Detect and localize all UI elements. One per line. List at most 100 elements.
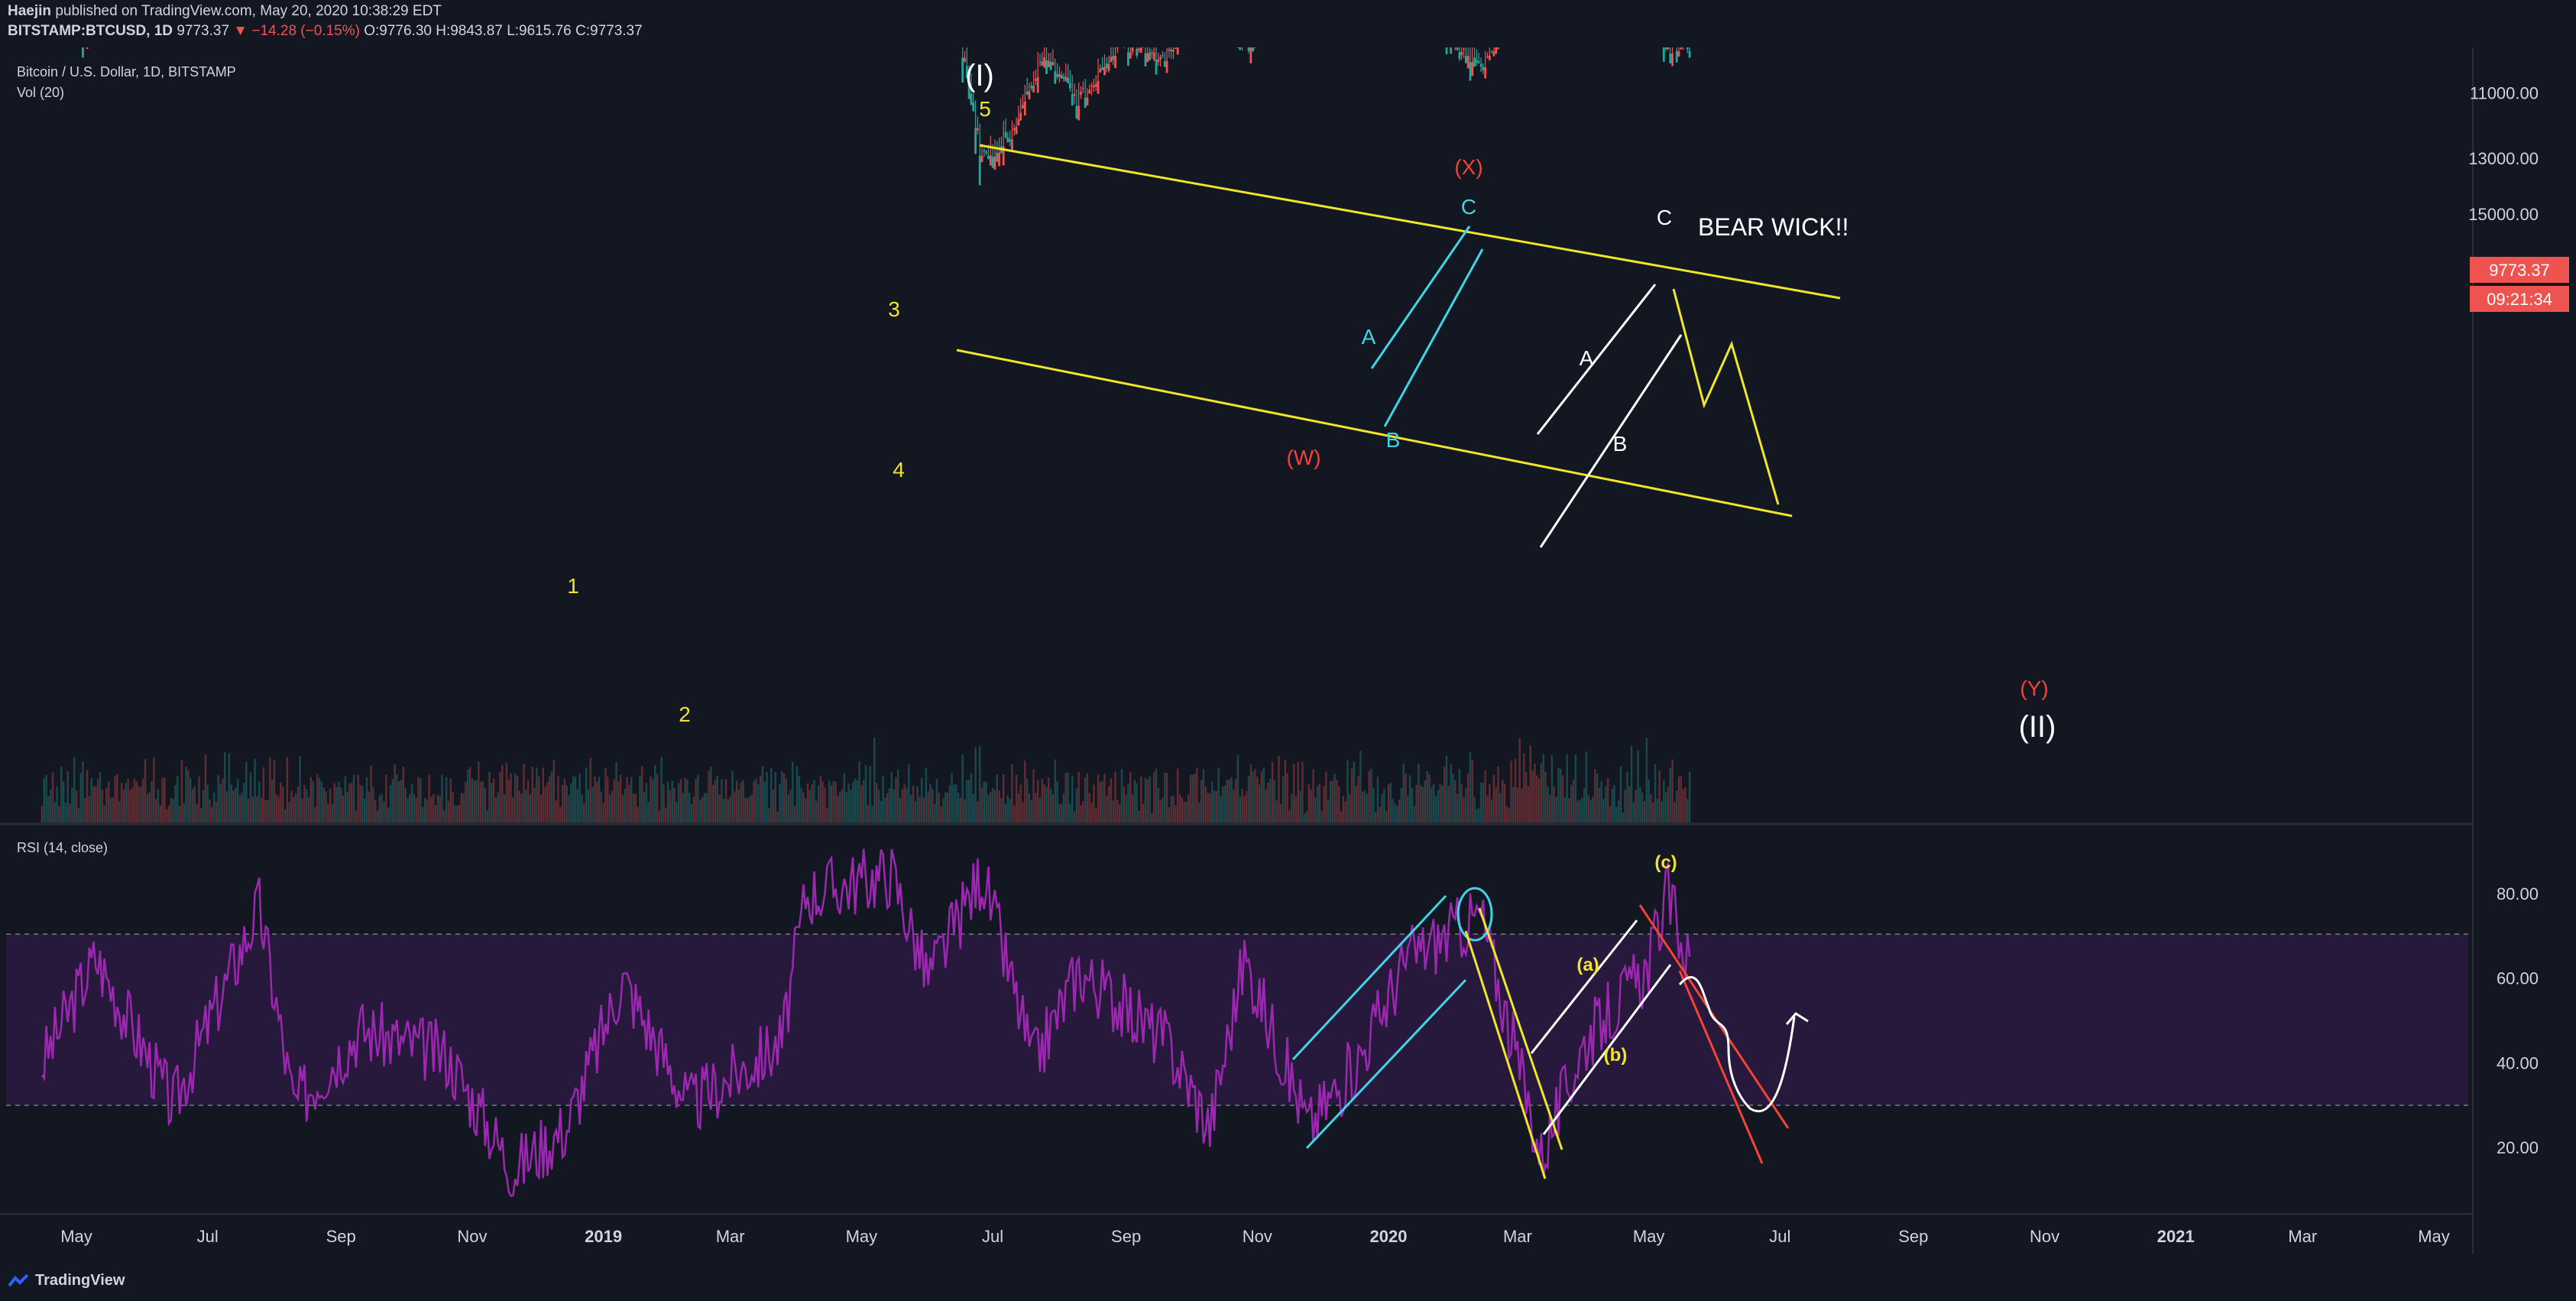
volume-bar	[73, 757, 76, 822]
candle-body	[989, 155, 992, 166]
volume-bar	[1249, 764, 1252, 822]
volume-bar	[1127, 784, 1129, 822]
volume-bar	[206, 784, 209, 822]
price-candles[interactable]	[41, 0, 1691, 186]
label-wave-X: (X)	[1454, 155, 1482, 179]
volume-bar	[449, 778, 452, 822]
candle-body	[1458, 51, 1461, 59]
volume-bar	[703, 793, 706, 822]
candle-body	[1224, 18, 1226, 20]
author-name[interactable]: Haejin	[8, 3, 52, 19]
candle-body	[84, 41, 86, 43]
volume-bar	[1656, 799, 1659, 822]
volume-bar	[1282, 776, 1285, 822]
volume-bar	[1060, 803, 1063, 822]
volume-bar	[676, 802, 678, 822]
rsi-label-a: (a)	[1576, 955, 1599, 975]
volume-bar	[471, 778, 474, 822]
wave-labels[interactable]: (I) 5 1 2 3 4 (X) C A B (W) C A B (Y) (I…	[567, 59, 2056, 1066]
volume-bar	[307, 796, 310, 822]
volume-bar	[389, 785, 392, 822]
volume-bar	[552, 760, 556, 822]
volume-bar	[82, 761, 84, 822]
volume-bar	[290, 790, 293, 822]
volume-bar	[209, 799, 211, 822]
svg-text:9773.37: 9773.37	[2489, 261, 2550, 280]
volume-bar	[230, 784, 232, 822]
volume-bar	[1576, 800, 1579, 822]
volume-bar	[1188, 793, 1190, 822]
volume-bar	[1476, 809, 1478, 822]
volume-bar	[1648, 779, 1650, 822]
volume-bar	[157, 788, 160, 822]
volume-bar	[428, 774, 430, 822]
candle-body	[1433, 11, 1435, 14]
label-wave-W: (W)	[1286, 446, 1320, 469]
candle-body	[82, 47, 84, 58]
candle-body	[1484, 67, 1487, 79]
volume-bar	[909, 795, 912, 822]
rsi-legend[interactable]: RSI (14, close)	[17, 840, 108, 855]
volume-bar	[1082, 801, 1084, 822]
wave-drawings[interactable]	[956, 144, 1841, 548]
candle-body	[1515, 8, 1517, 31]
last-price-tag[interactable]: 9773.37	[2470, 257, 2569, 283]
rsi-tick-label: 80.00	[2497, 884, 2539, 904]
volume-bar	[615, 762, 617, 822]
volume-bar	[699, 800, 702, 822]
volume-bar	[761, 766, 764, 822]
volume-bar	[626, 777, 628, 822]
volume-bar	[830, 785, 833, 822]
chart-title[interactable]: Bitcoin / U.S. Dollar, 1D, BITSTAMP	[17, 64, 236, 79]
volume-bar	[1320, 811, 1323, 822]
volume-bar	[1454, 780, 1456, 822]
volume-bar	[1262, 767, 1265, 822]
volume-bar	[1271, 761, 1274, 822]
candle-body	[1674, 41, 1676, 42]
candle-body	[77, 18, 79, 20]
volume-bar	[1075, 787, 1078, 822]
volume-bar	[159, 805, 161, 822]
volume-bar	[1374, 812, 1377, 822]
volume-bar	[959, 797, 962, 822]
candle-body	[1022, 105, 1024, 109]
volume-bar	[1349, 793, 1351, 822]
volume-bar	[737, 789, 740, 822]
candle-body	[1671, 54, 1674, 67]
volume-bar	[957, 793, 960, 822]
candle-body	[1183, 35, 1185, 41]
volume-bar	[125, 783, 127, 822]
volume-bar	[925, 767, 928, 822]
rsi-axis[interactable]: 80.00 60.00 40.00 20.00	[2497, 884, 2539, 1157]
volume-legend[interactable]: Vol (20)	[17, 85, 64, 100]
volume-bar	[320, 781, 323, 822]
volume-bar	[734, 791, 736, 822]
volume-bar	[1269, 779, 1272, 822]
volume-bar	[1557, 768, 1560, 822]
time-axis[interactable]: May Jul Sep Nov 2019 Mar May Jul Sep Nov 2020 Mar Ma…	[60, 1227, 2450, 1246]
volume-bar	[922, 797, 925, 822]
volume-bar	[1331, 780, 1334, 822]
volume-bar	[1071, 776, 1074, 822]
volume-bar	[439, 796, 441, 822]
volume-bar	[1602, 799, 1605, 822]
volume-bar	[598, 777, 601, 822]
price-axis[interactable]: 17000.0015000.0013000.0011000.007500.006…	[2468, 0, 2539, 273]
volume-bar	[1189, 774, 1192, 822]
rsi-drawings[interactable]	[1291, 887, 1809, 1179]
volume-bar	[56, 786, 58, 822]
volume-bar	[908, 764, 910, 822]
candle-body	[1682, 42, 1684, 45]
volume-bar	[1534, 763, 1536, 822]
candle-body	[71, 0, 73, 3]
volume-bar	[131, 787, 134, 822]
volume-bar	[484, 787, 487, 822]
candle-body	[1047, 60, 1050, 67]
volume-bar	[1336, 780, 1338, 822]
volume-bar	[262, 767, 265, 822]
tradingview-logo[interactable]: TradingView	[8, 1272, 125, 1290]
candle-body	[1159, 57, 1162, 60]
rsi-line[interactable]	[41, 848, 1691, 1198]
volume-bar	[1385, 810, 1388, 822]
